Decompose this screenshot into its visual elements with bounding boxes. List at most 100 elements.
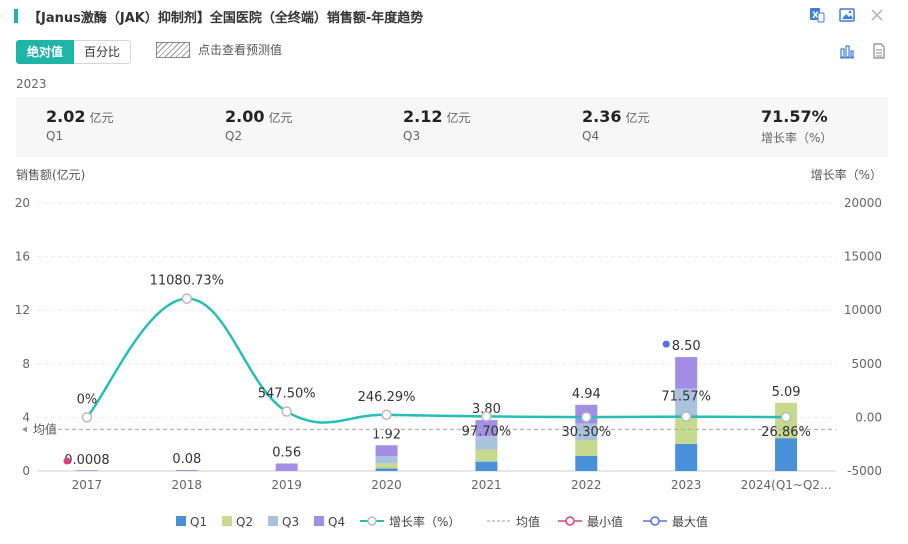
growth-point (181, 293, 193, 304)
bar-segment-q4 (75, 470, 98, 471)
x-tick-label: 2022 (571, 478, 602, 492)
value-mode-toggle: 绝对值 百分比 (16, 40, 132, 64)
summary-unit: 亿元 (89, 111, 114, 125)
y2-tick-label: 15000 (844, 250, 882, 264)
growth-label: 547.50% (258, 387, 316, 402)
growth-label: 71.57% (661, 390, 711, 405)
max-value-marker (662, 340, 670, 348)
summary-label: Q4 (582, 129, 600, 143)
y2-axis-title: 增长率（%） (811, 167, 882, 182)
view-switcher (838, 42, 888, 60)
summary-value: 2.36 (582, 107, 622, 126)
summary-label: Q1 (46, 129, 64, 143)
summary-label: Q2 (225, 129, 243, 143)
bar-segment-q2 (475, 449, 498, 462)
legend-label: Q4 (328, 515, 345, 529)
growth-point (680, 411, 692, 422)
bar-segment-q3 (575, 423, 598, 441)
summary-year: 2023 (16, 77, 47, 91)
average-marker (22, 426, 27, 433)
absolute-value-button[interactable]: 绝对值 (16, 40, 75, 64)
growth-label: 97.70% (462, 424, 512, 439)
bar-segment-q1 (375, 468, 398, 471)
x-tick-label: 2018 (172, 478, 203, 492)
growth-point (481, 411, 492, 422)
summary-value: 2.12 (403, 107, 443, 126)
y2-tick-label: -5000 (847, 464, 882, 478)
legend-swatch-q4 (314, 516, 324, 526)
legend-label: 最小值 (587, 514, 623, 529)
average-label: 均值 (33, 421, 57, 436)
window-actions: X (808, 6, 886, 24)
summary-item-q2: 2.00 亿元 Q2 (225, 107, 293, 143)
bar-total-label: 1.92 (372, 427, 401, 442)
bar-segment-q1 (475, 461, 498, 471)
summary-value: 2.00 (225, 107, 265, 126)
forecast-toggle[interactable]: 点击查看预测值 (156, 41, 282, 58)
legend-swatch-q3 (268, 516, 278, 526)
table-icon[interactable] (870, 42, 888, 60)
bar-segment-q2 (575, 440, 598, 456)
bar-total-label: 5.09 (772, 385, 801, 400)
summary-item-q4: 2.36 亿元 Q4 (582, 107, 650, 143)
y2-tick-label: 5000 (851, 357, 882, 371)
bar-segment-q1 (675, 443, 698, 471)
summary-item-q1: 2.02 亿元 Q1 (46, 107, 114, 143)
bar-total-label: 0.56 (272, 445, 301, 460)
bar-total-label: 4.94 (572, 387, 601, 402)
close-icon[interactable] (868, 6, 886, 24)
growth-label: 246.29% (358, 390, 416, 405)
bar-chart-icon[interactable] (838, 42, 856, 60)
bar-segment-q4 (275, 463, 298, 471)
bar-segment-q4 (675, 357, 698, 389)
bar-segment-q3 (675, 388, 698, 418)
y-axis-title: 销售额(亿元) (16, 167, 85, 182)
legend-min-dot (565, 516, 575, 526)
bar-segment-q4 (475, 420, 498, 437)
summary-label: 增长率（%） (761, 131, 833, 145)
x-tick-label: 2017 (72, 478, 103, 492)
summary-value: 2.02 (46, 107, 86, 126)
bar-segment-q3 (375, 456, 398, 464)
summary-item-q3: 2.12 亿元 Q3 (403, 107, 471, 143)
svg-text:X: X (812, 11, 819, 21)
y2-tick-label: 20000 (844, 196, 882, 210)
growth-point (780, 411, 792, 423)
y2-tick-label: 10000 (844, 303, 882, 317)
image-export-icon[interactable] (838, 6, 856, 24)
page-title: 【Janus激酶（JAK）抑制剂】全国医院（全终端）销售额-年度趋势 (28, 11, 424, 26)
legend-label: 增长率（%） (389, 514, 460, 529)
summary-panel: 2.02 亿元 Q1 2.00 亿元 Q2 2.12 亿元 Q3 2.36 亿元 Q4 … (16, 97, 888, 157)
y-tick-label: 8 (22, 357, 30, 371)
legend-label: 均值 (516, 514, 540, 529)
bar-total-label: 0.0008 (64, 453, 110, 468)
min-value-marker (63, 457, 71, 465)
growth-label: 30.30% (562, 425, 612, 440)
summary-value: 71.57% (761, 107, 828, 126)
x-tick-label: 2021 (471, 478, 502, 492)
x-tick-label: 2024(Q1~Q2... (741, 478, 832, 492)
growth-point (581, 411, 592, 423)
chart-svg: 销售额(亿元) 增长率（%） 0 -5000 4 0.00 8 5000 12 10000 16 15… (15, 167, 882, 529)
translate-icon[interactable]: X (808, 6, 826, 24)
y2-tick-label: 0.00 (855, 410, 882, 424)
title-accent-bar (14, 9, 18, 23)
summary-label: Q3 (403, 129, 421, 143)
legend-label: 最大值 (672, 514, 708, 529)
legend-swatch-q2 (222, 516, 232, 526)
bar-segment-q3 (475, 436, 498, 450)
bar-segment-q2 (675, 417, 698, 444)
growth-point (81, 412, 93, 423)
title-bar: 【Janus激酶（JAK）抑制剂】全国医院（全终端）销售额-年度趋势 (14, 6, 894, 26)
hatch-pattern-icon (156, 41, 190, 58)
y-tick-label: 16 (15, 250, 30, 264)
legend-swatch-q1 (176, 516, 186, 526)
legend-label: Q2 (236, 515, 253, 529)
legend-label: Q1 (190, 515, 207, 529)
bar-total-label: 3.80 (472, 402, 501, 417)
sales-trend-chart: 销售额(亿元) 增长率（%） 0 -5000 4 0.00 8 5000 12 10000 16 15… (0, 162, 908, 540)
growth-label: 26.86% (761, 425, 811, 440)
legend-growth-dot (367, 516, 377, 526)
bar-total-label: 8.50 (672, 339, 701, 354)
percentage-button[interactable]: 百分比 (74, 40, 132, 64)
